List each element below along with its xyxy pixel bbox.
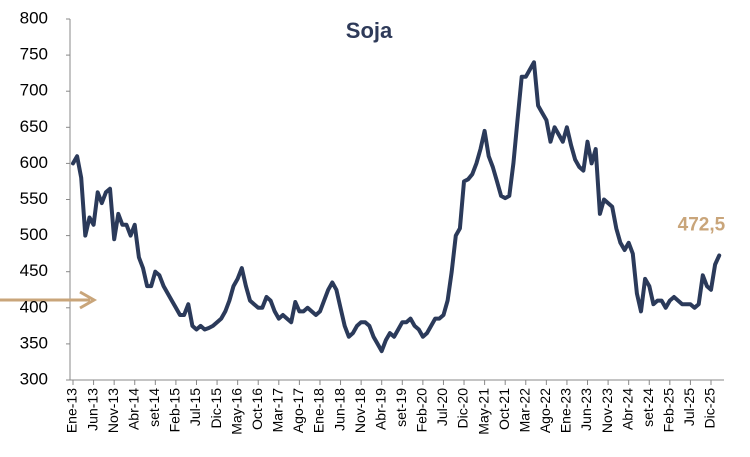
x-tick-label: Ene-13 (64, 388, 80, 433)
y-tick-label: 400 (20, 297, 48, 316)
y-tick-label: 600 (20, 153, 48, 172)
x-tick-label: Jul-15 (187, 388, 203, 426)
chart-title: Soja (346, 18, 393, 43)
x-tick-label: set-14 (146, 388, 162, 427)
x-tick-label: Nov-13 (105, 388, 121, 433)
x-tick-label: Ene-23 (558, 388, 574, 433)
x-tick-label: Dic-25 (702, 388, 718, 429)
arrow (0, 290, 98, 310)
x-tick-label: Jun-23 (578, 388, 594, 431)
end-label: 472,5 (678, 214, 726, 235)
x-tick-label: set-24 (640, 388, 656, 427)
x-tick-label: Oct-21 (496, 388, 512, 430)
x-tick-label: Feb-25 (661, 388, 677, 433)
y-tick-label: 800 (20, 8, 48, 27)
y-tick-label: 450 (20, 261, 48, 280)
y-tick-label: 650 (20, 117, 48, 136)
x-tick-label: Feb-20 (414, 388, 430, 433)
x-tick-label: Jul-20 (434, 388, 450, 426)
x-tick-label: Nov-18 (352, 388, 368, 433)
y-tick-label: 750 (20, 45, 48, 64)
x-tick-label: May-16 (228, 388, 244, 435)
line (71, 60, 722, 354)
y-tick-label: 350 (20, 333, 48, 352)
x-tick-label: set-19 (393, 388, 409, 427)
x-tick-label: Abr-24 (619, 388, 635, 430)
y-tick-label: 700 (20, 81, 48, 100)
x-tick-label: Jun-18 (331, 388, 347, 431)
y-tick-label: 550 (20, 189, 48, 208)
y-tick-label: 500 (20, 225, 48, 244)
x-tick-label: Ago-17 (290, 388, 306, 433)
x-tick-label: Mar-17 (270, 388, 286, 433)
x-tick-label: Dic-20 (455, 388, 471, 429)
y-tick-label: 300 (20, 369, 48, 388)
x-tick-label: Jun-13 (84, 388, 100, 431)
x-tick-label: Ago-22 (537, 388, 553, 433)
x-tick-label: May-21 (475, 388, 491, 435)
x-tick-label: Feb-15 (167, 388, 183, 433)
x-tick-label: Nov-23 (599, 388, 615, 433)
x-tick-label: Jul-25 (681, 388, 697, 426)
x-tick-label: Abr-19 (372, 388, 388, 430)
x-tick-label: Ene-18 (311, 388, 327, 433)
x-tick-label: Oct-16 (249, 388, 265, 430)
x-tick-label: Abr-14 (125, 388, 141, 430)
x-tick-label: Mar-22 (516, 388, 532, 433)
x-tick-label: Dic-15 (208, 388, 224, 429)
